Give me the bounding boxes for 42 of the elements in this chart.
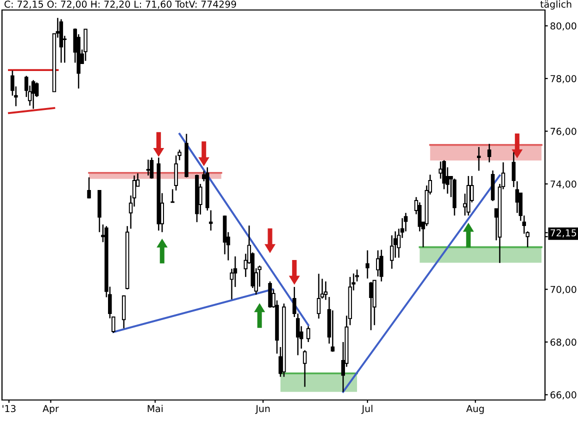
candlestick [146, 159, 150, 176]
candlestick [324, 280, 328, 300]
candlestick [369, 281, 373, 331]
candlestick [122, 294, 126, 329]
candlestick [84, 28, 88, 62]
x-tick-label: '13 [2, 405, 16, 412]
candlestick [330, 310, 335, 352]
x-tick-label: Jul [361, 404, 372, 414]
y-tick-label: 70,00 [550, 286, 576, 294]
candlestick [302, 350, 307, 388]
y-tick-label: 78,00 [550, 75, 576, 84]
x-tick-label: Jun [255, 405, 270, 414]
candlestick [442, 160, 446, 190]
candlestick [150, 156, 154, 180]
candlestick [208, 210, 213, 232]
candlestick [170, 188, 174, 203]
candlestick [476, 146, 481, 172]
candlestick [87, 176, 91, 200]
candlestick [174, 154, 178, 192]
candlestick [487, 143, 492, 163]
y-tick-label: 68,00 [550, 338, 576, 347]
text: täglich [540, 0, 572, 10]
candlestick [390, 234, 394, 270]
candlestick [306, 326, 310, 343]
y-tick-label: 66,00 [550, 391, 576, 400]
x-tick-label: Apr [42, 405, 59, 414]
candlestick [268, 280, 272, 308]
candlestick [366, 250, 370, 280]
candlestick [512, 152, 516, 188]
candlestick [380, 249, 384, 282]
y-tick-label: 80,00 [550, 22, 576, 30]
candlestick [438, 160, 442, 180]
candlestick [316, 273, 321, 320]
candlestick [31, 79, 36, 110]
candlestick [376, 250, 380, 278]
y-tick-label: 74,00 [550, 180, 576, 189]
x-tick-label: Mai [148, 404, 163, 412]
x-tick-label: Aug [466, 405, 484, 414]
candlestick [515, 180, 520, 214]
y-tick-label: 76,00 [550, 128, 576, 136]
chart-title: C: 72,15 O: 72,00 H: 72,20 L: 71,60 TotV: 774299 [4, 0, 236, 9]
y-tick-label: 72,15 [550, 229, 576, 238]
